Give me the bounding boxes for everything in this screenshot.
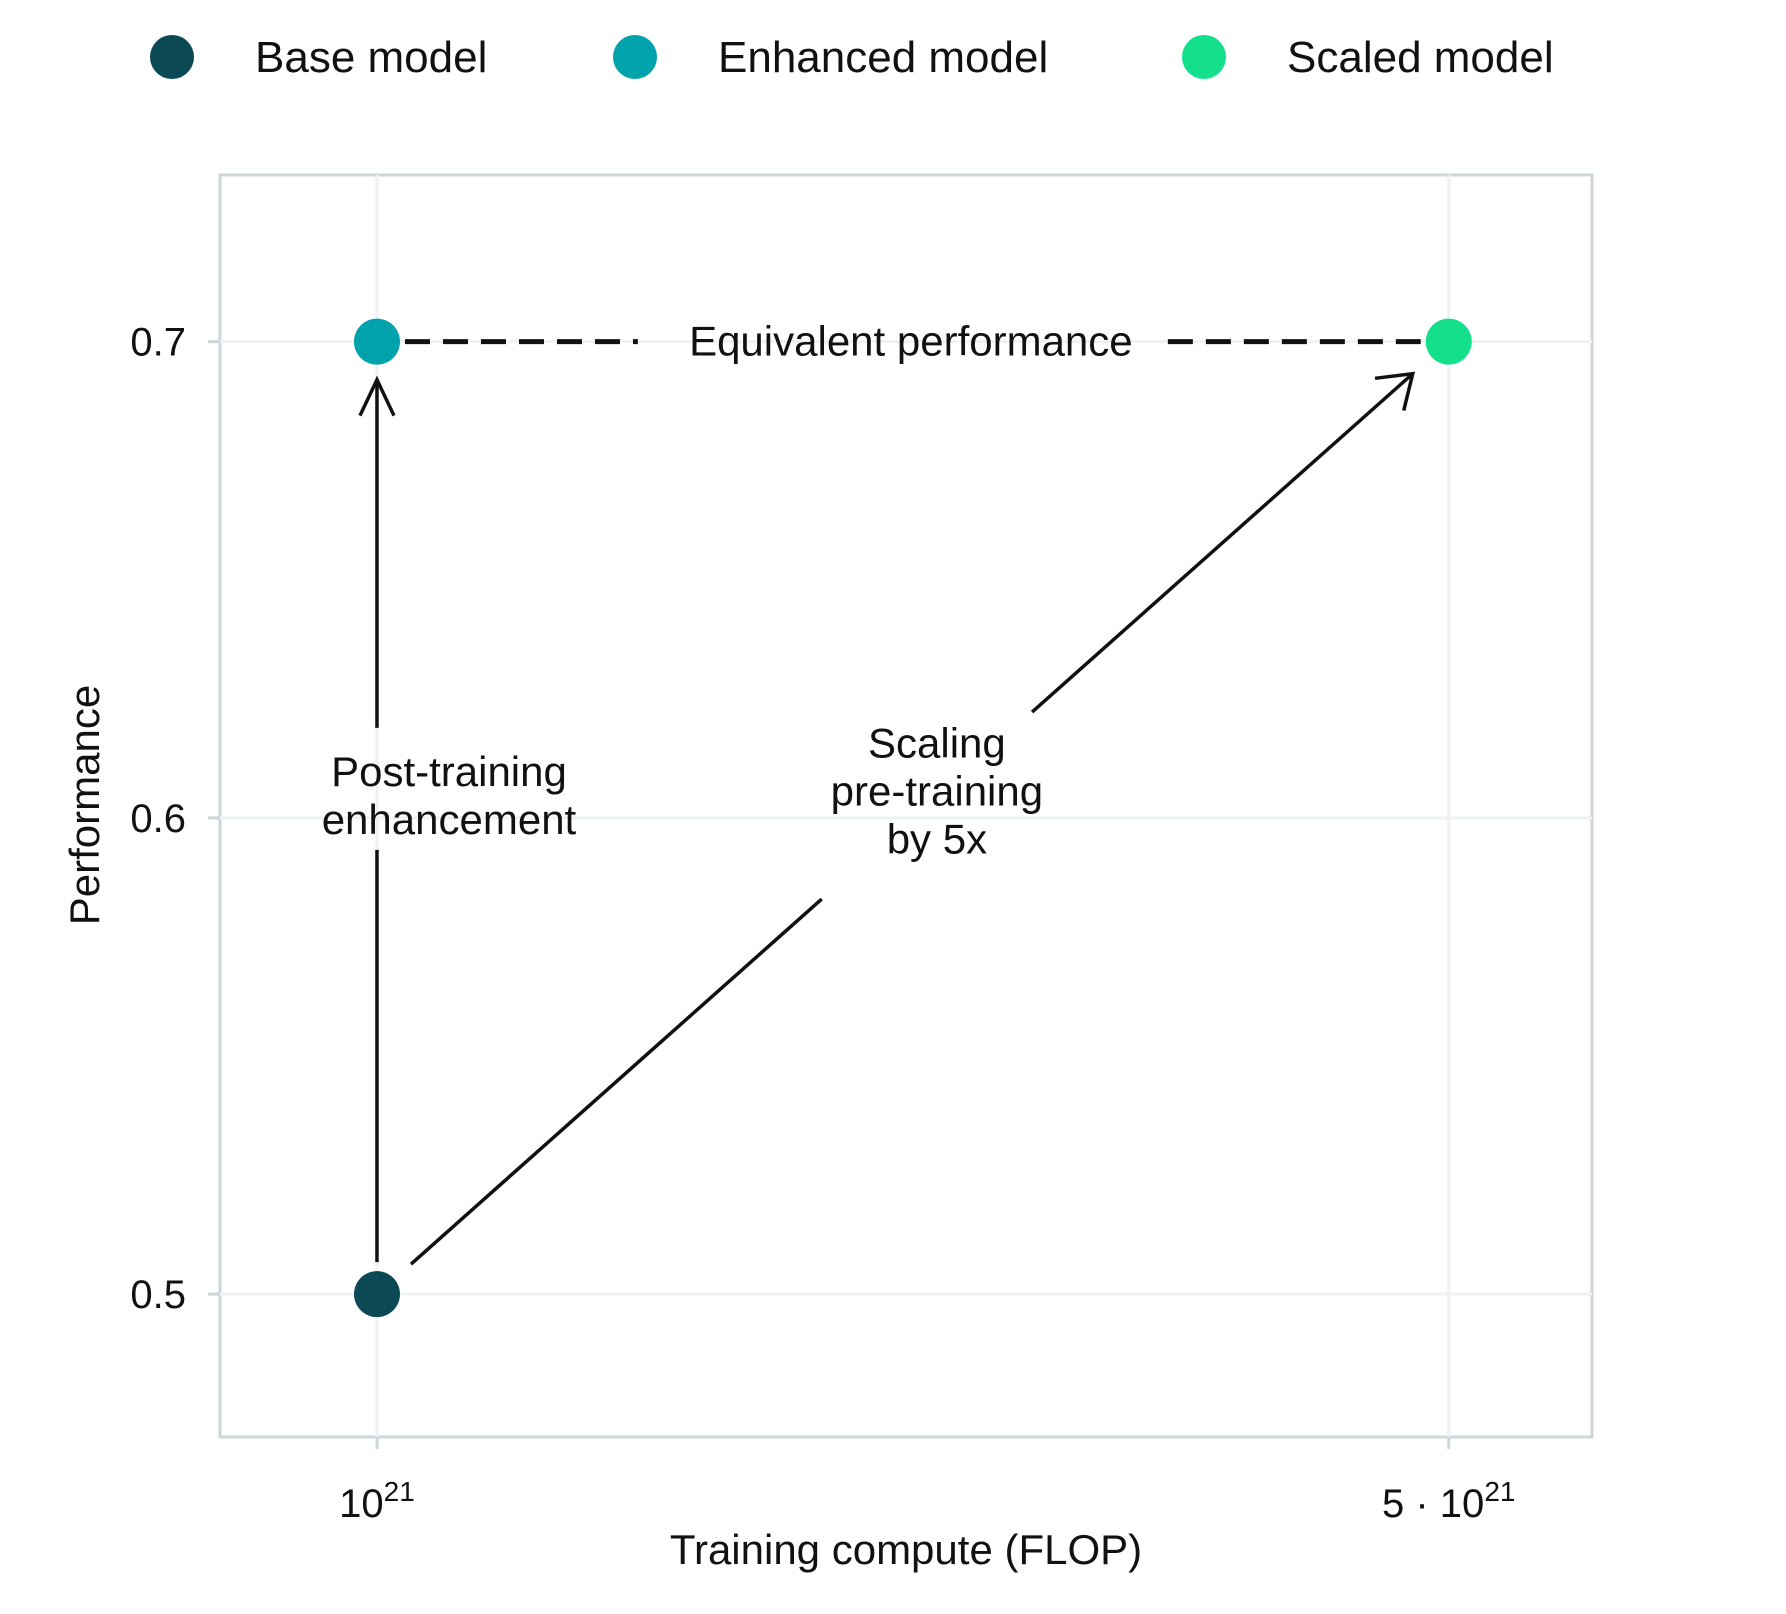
post-training-arrowhead: [358, 375, 396, 417]
y-tick-label-0-5: 0.5: [130, 1273, 186, 1317]
equivalent-performance-label: Equivalent performance: [689, 318, 1133, 365]
plot-frame: [218, 173, 1594, 1439]
y-tick-label-0-7: 0.7: [130, 321, 186, 365]
scaling-arrow-upper: [1030, 372, 1414, 714]
legend-label-enhanced: Enhanced model: [718, 33, 1048, 82]
scaling-label-line-2: pre-training: [831, 768, 1043, 815]
legend-label-base: Base model: [255, 33, 487, 82]
axis-ticks: [208, 340, 1451, 1449]
scaling-arrowhead: [1374, 371, 1416, 412]
legend: Base model Enhanced model Scaled model: [150, 33, 1554, 82]
x-tick-exponent-5e21: 21: [1484, 1476, 1515, 1507]
legend-marker-base: [150, 35, 194, 79]
x-tick-exponent-1e21: 21: [384, 1476, 415, 1507]
point-scaled-model: [1425, 318, 1472, 365]
x-axis-title: Training compute (FLOP): [670, 1526, 1142, 1573]
data-points: [353, 318, 1472, 1318]
x-tick-base-5e21: 5 · 10: [1382, 1482, 1484, 1526]
post-training-label-line-1: Post-training: [331, 748, 567, 795]
legend-item-scaled: Scaled model: [1182, 33, 1554, 82]
legend-marker-enhanced: [613, 35, 657, 79]
scaling-arrow-lower: [409, 897, 823, 1266]
y-axis-title: Performance: [61, 685, 108, 925]
legend-marker-scaled: [1182, 35, 1226, 79]
point-enhanced-model: [353, 318, 400, 365]
post-training-label-line-2: enhancement: [322, 796, 577, 843]
x-tick-base-1e21: 10: [339, 1482, 384, 1526]
legend-item-base: Base model: [150, 33, 487, 82]
x-tick-label-1e21: 1021: [339, 1476, 415, 1526]
scaling-label-line-3: by 5x: [887, 816, 987, 863]
legend-label-scaled: Scaled model: [1287, 33, 1554, 82]
annotations: [358, 339, 1421, 1266]
y-tick-label-0-6: 0.6: [130, 797, 186, 841]
scaling-label-line-1: Scaling: [868, 720, 1006, 767]
point-base-model: [353, 1271, 400, 1318]
legend-item-enhanced: Enhanced model: [613, 33, 1048, 82]
x-tick-label-5e21: 5 · 1021: [1382, 1476, 1515, 1526]
